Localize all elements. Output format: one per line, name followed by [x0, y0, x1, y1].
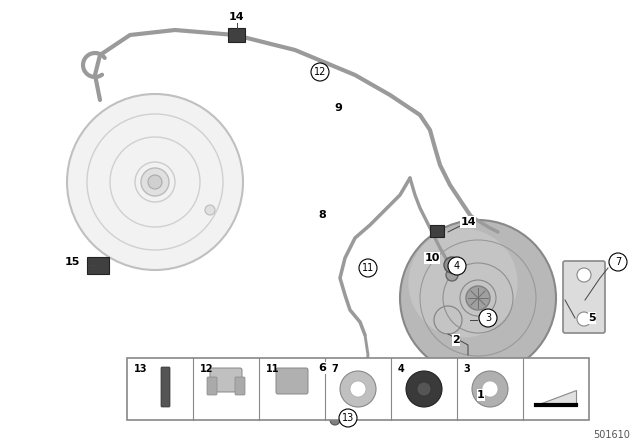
Circle shape [406, 371, 442, 407]
FancyBboxPatch shape [563, 261, 605, 333]
Polygon shape [228, 28, 245, 42]
Text: 7: 7 [615, 257, 621, 267]
Text: 501610: 501610 [593, 430, 630, 440]
Text: 4: 4 [397, 364, 404, 374]
Text: 11: 11 [266, 364, 279, 374]
Text: 8: 8 [318, 210, 326, 220]
FancyBboxPatch shape [210, 368, 242, 392]
Text: 9: 9 [334, 103, 342, 113]
Polygon shape [536, 390, 576, 405]
FancyBboxPatch shape [276, 368, 308, 394]
Circle shape [466, 286, 490, 310]
FancyBboxPatch shape [235, 377, 245, 395]
Circle shape [400, 220, 556, 376]
Text: 13: 13 [342, 413, 354, 423]
Circle shape [417, 382, 431, 396]
Text: 15: 15 [64, 257, 80, 267]
FancyBboxPatch shape [161, 367, 170, 407]
Text: 12: 12 [314, 67, 326, 77]
Text: 14: 14 [460, 217, 476, 227]
Text: 11: 11 [362, 263, 374, 273]
Circle shape [577, 312, 591, 326]
Circle shape [340, 371, 376, 407]
Polygon shape [430, 225, 444, 237]
Text: 10: 10 [424, 253, 440, 263]
Text: 6: 6 [318, 363, 326, 373]
Circle shape [444, 257, 460, 273]
Circle shape [141, 168, 169, 196]
Circle shape [472, 371, 508, 407]
Text: 13: 13 [134, 364, 147, 374]
Circle shape [577, 268, 591, 282]
Text: 7: 7 [332, 364, 339, 374]
Text: 3: 3 [463, 364, 470, 374]
Text: 5: 5 [588, 313, 596, 323]
Circle shape [339, 409, 357, 427]
Text: 1: 1 [477, 390, 485, 400]
Circle shape [350, 381, 366, 397]
Text: 2: 2 [452, 335, 460, 345]
Text: 4: 4 [454, 261, 460, 271]
FancyBboxPatch shape [87, 257, 109, 274]
Circle shape [479, 309, 497, 327]
Text: 3: 3 [485, 313, 491, 323]
Circle shape [408, 228, 518, 338]
Circle shape [609, 253, 627, 271]
Circle shape [448, 257, 466, 275]
FancyBboxPatch shape [207, 377, 217, 395]
Circle shape [330, 415, 340, 425]
Circle shape [311, 63, 329, 81]
Text: 14: 14 [229, 12, 245, 22]
Circle shape [359, 259, 377, 277]
Text: 12: 12 [200, 364, 213, 374]
Circle shape [205, 205, 215, 215]
Circle shape [148, 175, 162, 189]
Circle shape [446, 269, 458, 281]
Bar [127, 358, 589, 420]
Circle shape [482, 381, 498, 397]
Circle shape [67, 94, 243, 270]
